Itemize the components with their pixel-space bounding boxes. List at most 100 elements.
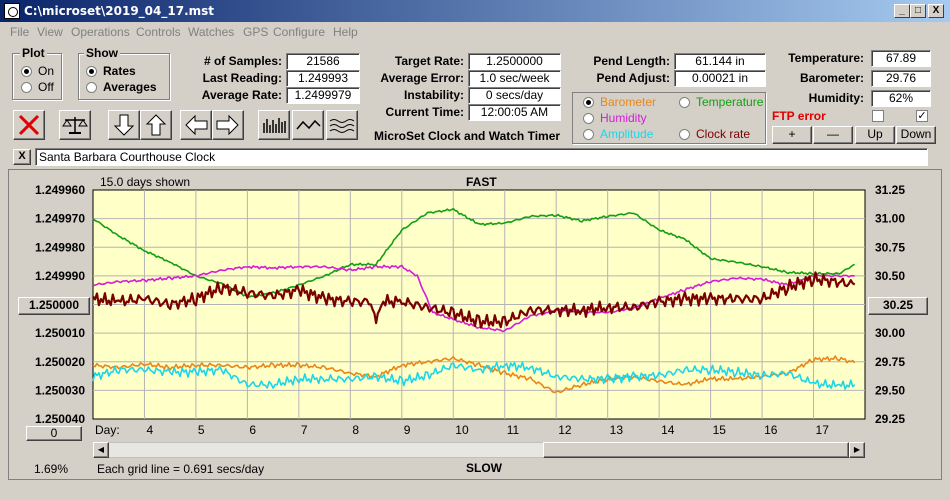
channel-temperature-label: Temperature	[696, 95, 764, 109]
minus-button[interactable]: —	[813, 126, 853, 144]
pend-adjust-field[interactable]: 0.00021 in	[674, 70, 766, 87]
menu-help[interactable]: Help	[333, 25, 358, 39]
humidity-label: Humidity:	[808, 91, 864, 105]
menu-file[interactable]: File	[10, 25, 30, 39]
y-right-tick-label: 31.25	[875, 183, 905, 197]
maximize-button[interactable]: □	[910, 4, 926, 18]
samples-label: # of Samples:	[203, 54, 282, 68]
channel-humidity-radio[interactable]	[583, 113, 594, 124]
x-tick-label: 14	[661, 423, 675, 437]
temperature-field: 67.89	[871, 50, 931, 67]
plus-button[interactable]: +	[772, 126, 812, 144]
x-tick-label: 6	[249, 423, 256, 437]
days-shown-label: 15.0 days shown	[100, 175, 191, 189]
x-tick-label: 8	[352, 423, 359, 437]
samples-field: 21586	[286, 53, 360, 70]
y-right-tick-label: 30.50	[875, 269, 905, 283]
scroll-right-button[interactable]: ▶	[849, 442, 865, 458]
y-left-tick-label: 1.250010	[35, 326, 85, 340]
wave-graph-icon	[329, 119, 355, 133]
channel-clock-rate-radio[interactable]	[679, 129, 690, 140]
pend-adjust-label: Pend Adjust:	[596, 71, 670, 85]
left-axis-button[interactable]: 1.250000	[18, 297, 90, 315]
scroll-left-button[interactable]: ◀	[93, 442, 109, 458]
x-tick-label: 17	[816, 423, 830, 437]
x-tick-label: 5	[198, 423, 205, 437]
channel-selector	[572, 92, 766, 144]
arrow-left-button[interactable]	[180, 110, 212, 140]
show-rates-radio[interactable]	[86, 66, 97, 77]
y-left-tick-label: 1.249980	[35, 240, 85, 254]
series-line	[92, 271, 856, 329]
current-time-label: Current Time:	[385, 105, 464, 119]
arrow-down-icon	[113, 114, 135, 136]
x-tick-label: 12	[558, 423, 572, 437]
arrow-up-button[interactable]	[140, 110, 172, 140]
bar-view-button[interactable]	[258, 110, 290, 140]
plot-off-radio[interactable]	[21, 82, 32, 93]
channel-temperature-radio[interactable]	[679, 97, 690, 108]
line-view-button[interactable]	[292, 110, 324, 140]
menu-operations[interactable]: Operations	[71, 25, 130, 39]
up-button[interactable]: Up	[855, 126, 895, 144]
percent-label: 1.69%	[34, 462, 69, 476]
red-x-icon	[18, 114, 40, 136]
x-tick-label: 7	[301, 423, 308, 437]
humidity-field: 62%	[871, 90, 931, 107]
pend-length-label: Pend Length:	[593, 54, 670, 68]
show-averages-radio[interactable]	[86, 82, 97, 93]
instability-label: Instability:	[403, 88, 464, 102]
channel-amplitude-label: Amplitude	[600, 127, 654, 141]
menu-watches[interactable]: Watches	[188, 25, 235, 39]
arrow-right-button[interactable]	[212, 110, 244, 140]
menu-controls[interactable]: Controls	[136, 25, 181, 39]
clock-name-close-button[interactable]: X	[13, 149, 31, 165]
arrow-down-button[interactable]	[108, 110, 140, 140]
series-line	[92, 361, 856, 390]
grid-note: Each grid line = 0.691 secs/day	[97, 462, 265, 476]
ftp-checkbox-1[interactable]	[872, 110, 884, 122]
menu-view[interactable]: View	[37, 25, 63, 39]
slow-label: SLOW	[466, 461, 502, 475]
show-group	[78, 53, 170, 100]
menu-gps[interactable]: GPS	[243, 25, 269, 39]
x-tick-label: 11	[507, 423, 520, 437]
show-group-title: Show	[84, 46, 120, 60]
ftp-error-label: FTP error	[772, 109, 826, 123]
plot-on-radio[interactable]	[21, 66, 32, 77]
y-left-tick-label: 1.250040	[35, 412, 85, 426]
target-rate-field[interactable]: 1.2500000	[468, 53, 561, 70]
temperature-label: Temperature:	[788, 51, 864, 65]
zero-button[interactable]: 0	[26, 426, 82, 441]
show-rates-label: Rates	[103, 64, 136, 78]
right-axis-button[interactable]: 30.25	[868, 297, 928, 315]
minimize-button[interactable]: _	[894, 4, 910, 18]
y-left-tick-label: 1.249970	[35, 212, 85, 226]
arrow-left-icon	[185, 114, 208, 136]
scales-icon	[62, 117, 88, 134]
balance-button[interactable]	[59, 110, 91, 140]
menu-configure[interactable]: Configure	[273, 25, 326, 39]
close-window-button[interactable]: X	[928, 4, 944, 18]
show-averages-label: Averages	[103, 80, 157, 94]
clear-button[interactable]	[13, 110, 45, 140]
y-right-tick-label: 31.00	[875, 212, 905, 226]
clock-name-field[interactable]: Santa Barbara Courthouse Clock	[35, 148, 928, 166]
channel-amplitude-radio[interactable]	[583, 129, 594, 140]
ftp-checkbox-2[interactable]: ✓	[916, 110, 928, 122]
down-button[interactable]: Down	[896, 126, 936, 144]
x-tick-label: 13	[610, 423, 624, 437]
last-reading-field: 1.249993	[286, 70, 360, 87]
wave-view-button[interactable]	[326, 110, 358, 140]
series-line	[92, 207, 856, 298]
last-reading-label: Last Reading:	[202, 71, 282, 85]
y-right-tick-label: 29.75	[875, 355, 905, 369]
x-tick-label: 9	[404, 423, 411, 437]
scroll-thumb[interactable]	[543, 442, 849, 458]
y-right-tick-label: 30.00	[875, 326, 905, 340]
channel-barometer-radio[interactable]	[583, 97, 594, 108]
plot-group-title: Plot	[20, 46, 47, 60]
pend-length-field[interactable]: 61.144 in	[674, 53, 766, 70]
barometer-field: 29.76	[871, 70, 931, 87]
